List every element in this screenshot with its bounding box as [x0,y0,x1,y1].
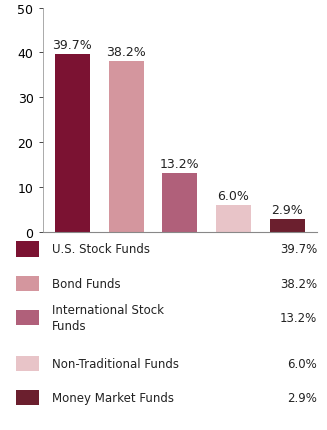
Text: 39.7%: 39.7% [53,39,92,52]
Text: Bond Funds: Bond Funds [52,277,121,290]
Text: Non-Traditional Funds: Non-Traditional Funds [52,357,179,370]
Text: 13.2%: 13.2% [280,312,317,325]
Bar [109,61,144,232]
Text: 38.2%: 38.2% [106,46,146,58]
Bar [55,55,90,232]
Bar [163,173,197,232]
Text: 2.9%: 2.9% [287,391,317,404]
Text: 6.0%: 6.0% [217,190,250,203]
Text: 13.2%: 13.2% [160,157,200,170]
Text: 2.9%: 2.9% [271,203,303,217]
Bar [270,219,305,232]
Text: Money Market Funds: Money Market Funds [52,391,174,404]
Text: 38.2%: 38.2% [280,277,317,290]
Bar [216,206,251,232]
Text: 6.0%: 6.0% [287,357,317,370]
Text: 39.7%: 39.7% [280,243,317,256]
Text: International Stock
Funds: International Stock Funds [52,304,164,333]
Text: U.S. Stock Funds: U.S. Stock Funds [52,243,150,256]
